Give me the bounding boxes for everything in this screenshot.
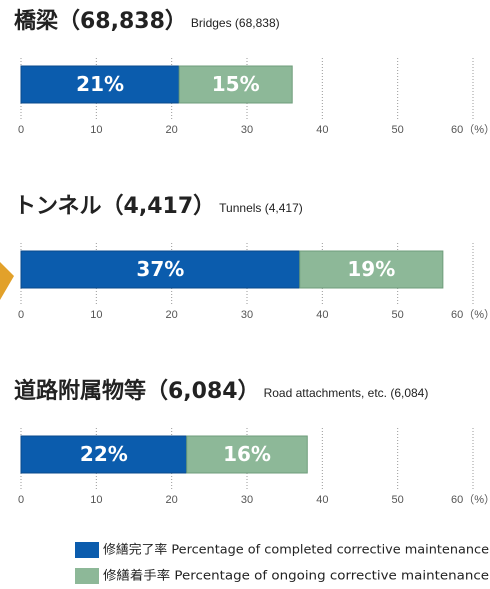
x-tick-label: 50 <box>392 309 404 321</box>
bar-segment <box>186 435 308 474</box>
bar-segment <box>299 250 444 289</box>
x-tick-label: 0 <box>18 494 24 506</box>
x-tick-label: 60（%） <box>451 493 490 506</box>
legend-swatch <box>75 568 99 584</box>
pointer-arrow <box>0 262 14 300</box>
x-tick-label: 50 <box>392 494 404 506</box>
value-label: 16% <box>223 442 271 466</box>
x-tick-label: 30 <box>241 309 253 321</box>
legend-swatch <box>75 542 99 558</box>
value-label: 21% <box>76 72 124 96</box>
x-tick-label: 20 <box>166 309 178 321</box>
chart-title: 橋梁（68,838） <box>14 9 187 34</box>
x-tick-label: 30 <box>241 124 253 136</box>
x-tick-label: 10 <box>90 124 102 136</box>
legend-label: 修繕完了率 Percentage of completed corrective… <box>103 542 489 557</box>
x-tick-label: 0 <box>18 124 24 136</box>
bar-segment <box>20 65 180 104</box>
x-tick-label: 40 <box>316 494 328 506</box>
x-tick-label: 10 <box>90 309 102 321</box>
chart-subtitle: Road attachments, etc. (6,084) <box>264 386 429 400</box>
chart-subtitle: Bridges (68,838) <box>191 16 280 30</box>
x-tick-label: 40 <box>316 124 328 136</box>
x-tick-label: 10 <box>90 494 102 506</box>
value-label: 37% <box>136 257 184 281</box>
chart-title: トンネル（4,417） <box>14 194 215 219</box>
x-tick-label: 60（%） <box>451 308 490 321</box>
x-tick-label: 40 <box>316 309 328 321</box>
bar-segment <box>178 65 293 104</box>
x-tick-label: 20 <box>166 124 178 136</box>
x-tick-label: 30 <box>241 494 253 506</box>
bar-segment <box>20 250 301 289</box>
value-label: 19% <box>347 257 395 281</box>
value-label: 22% <box>80 442 128 466</box>
x-tick-label: 20 <box>166 494 178 506</box>
x-tick-label: 0 <box>18 309 24 321</box>
x-tick-label: 50 <box>392 124 404 136</box>
x-tick-label: 60（%） <box>451 123 490 136</box>
chart-title: 道路附属物等（6,084） <box>14 378 260 404</box>
legend-label: 修繕着手率 Percentage of ongoing corrective m… <box>103 568 489 583</box>
value-label: 15% <box>212 72 260 96</box>
chart-subtitle: Tunnels (4,417) <box>219 201 303 215</box>
